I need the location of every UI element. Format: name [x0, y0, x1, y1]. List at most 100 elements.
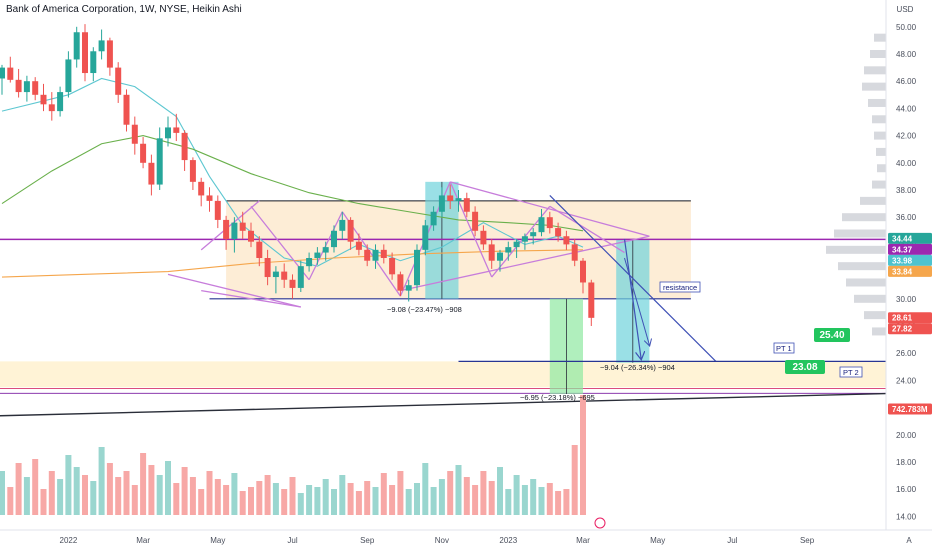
candle-body — [555, 228, 562, 237]
event-flag-icon — [594, 517, 606, 529]
candle-body — [380, 249, 387, 258]
x-tick-label: Nov — [435, 536, 449, 545]
pt1-value-badge — [814, 328, 850, 342]
volume-bar — [488, 481, 495, 515]
volume-bar — [455, 465, 462, 515]
volume-bar — [364, 481, 371, 515]
candle-body — [364, 249, 371, 261]
volume-bar — [389, 485, 396, 515]
candle-body — [455, 198, 462, 201]
candle-body — [339, 219, 346, 231]
y-tick-label: 38.00 — [896, 186, 917, 195]
candle-body — [223, 219, 230, 239]
price-tag — [888, 232, 932, 244]
volume-bar — [0, 471, 5, 515]
volume-bar — [131, 485, 138, 515]
candle-body — [422, 225, 429, 250]
volume-bar — [248, 487, 254, 515]
candle-body — [40, 94, 47, 105]
volume-bar — [339, 475, 346, 515]
candle-body — [389, 258, 396, 275]
price-tag — [888, 265, 932, 277]
volume-bar — [123, 471, 130, 515]
candle-body — [239, 222, 246, 231]
candle-body — [289, 279, 296, 288]
candle-body — [347, 219, 354, 242]
volume-bar — [521, 485, 528, 515]
resistance-label: resistance — [663, 283, 697, 292]
volume-bar — [438, 479, 445, 515]
candle-body — [488, 244, 495, 261]
volume-bar — [372, 487, 379, 515]
candle-body — [513, 241, 520, 248]
candle-body — [123, 94, 130, 125]
candle-body — [314, 252, 321, 258]
pattern-line — [201, 289, 301, 308]
y-tick-label: 26.00 — [896, 349, 917, 358]
candle-body — [463, 198, 470, 212]
candle-body — [206, 195, 213, 201]
volume-bar — [40, 489, 47, 515]
volume-bar — [90, 481, 97, 515]
price-tag — [888, 243, 932, 255]
candle-body — [414, 249, 420, 286]
volume-profile-bar — [838, 262, 886, 271]
candle-body — [0, 67, 5, 79]
candle-body — [15, 79, 22, 93]
price-tag-label: 27.82 — [892, 325, 913, 334]
volume-bar — [214, 479, 221, 515]
pt1-label: PT 1 — [776, 344, 792, 353]
candle-body — [32, 81, 39, 95]
candle-body — [272, 271, 279, 278]
volume-profile-bar — [864, 311, 886, 320]
y-tick-label: 48.00 — [896, 50, 917, 59]
pt1-value-label: 25.40 — [819, 330, 844, 341]
candle-body — [65, 59, 72, 93]
volume-bar — [580, 395, 586, 515]
candle-body — [181, 132, 188, 161]
y-tick-label: 50.00 — [896, 23, 917, 32]
price-tag-label: 742.783M — [892, 405, 928, 414]
candle-body — [497, 252, 503, 261]
volume-bar — [397, 471, 404, 515]
price-tag-label: 33.98 — [892, 256, 913, 265]
plot-area — [0, 24, 886, 515]
candle-body — [331, 230, 337, 248]
pattern-line — [400, 235, 650, 292]
x-tick-label: Jul — [727, 536, 737, 545]
volume-bar — [347, 483, 354, 515]
moving-average-ma-slow — [1, 249, 584, 278]
x-tick-label: Mar — [576, 536, 590, 545]
price-tag — [888, 403, 932, 415]
volume-profile-bar — [874, 131, 886, 140]
volume-profile-bar — [846, 278, 886, 287]
volume-profile-bar — [874, 33, 886, 42]
candle-body — [571, 244, 578, 261]
x-tick-label: Sep — [360, 536, 375, 545]
volume-bar — [106, 463, 113, 515]
candle-body — [530, 232, 537, 237]
volume-profile-bar — [862, 82, 886, 91]
volume-bar — [15, 463, 22, 515]
volume-bar — [272, 483, 279, 515]
volume-bar — [48, 471, 55, 515]
candle-body — [214, 200, 221, 220]
volume-bar — [555, 491, 562, 515]
volume-bar — [239, 491, 246, 515]
volume-bar — [497, 467, 503, 515]
y-tick-label: 44.00 — [896, 104, 917, 113]
candle-body — [588, 282, 595, 318]
candle-body — [306, 258, 313, 267]
volume-bar — [380, 473, 387, 515]
candle-body — [472, 211, 479, 231]
y-tick-label: 42.00 — [896, 132, 917, 141]
volume-bar — [430, 487, 437, 515]
currency-label: USD — [897, 5, 914, 14]
x-tick-label: Jul — [287, 536, 297, 545]
volume-bar — [165, 461, 171, 515]
volume-bar — [206, 471, 213, 515]
y-tick-label: 16.00 — [896, 485, 917, 494]
moving-average-ma-mid — [1, 135, 584, 232]
volume-bar — [65, 455, 72, 515]
